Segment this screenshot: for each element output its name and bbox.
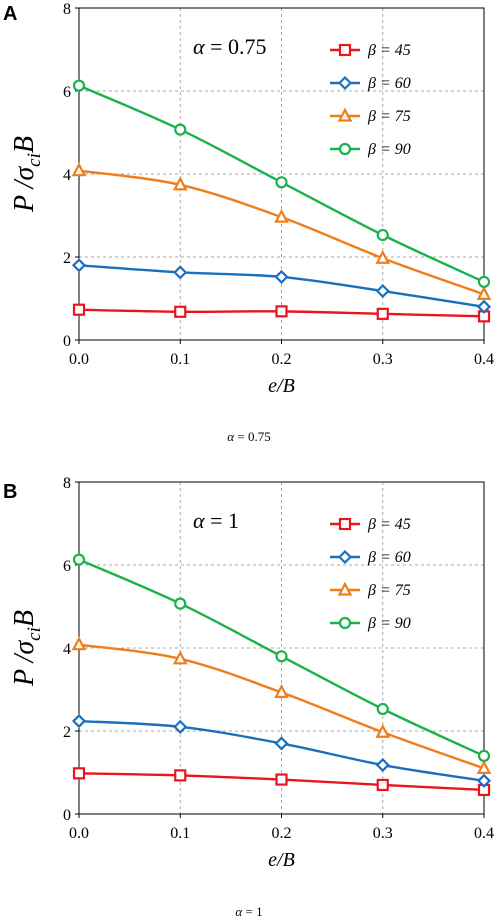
x-tick-label: 0.0 [69,825,89,842]
y-tick-label: 4 [63,641,71,658]
data-point [72,303,86,316]
series-60 [71,713,492,788]
y-tick-label: 8 [63,1,71,18]
data-point [275,773,288,786]
data-point [174,123,187,136]
legend-marker [337,107,353,122]
data-point [376,228,389,242]
legend-label: β = 45 [367,42,411,59]
data-point [173,265,188,280]
data-point [275,305,288,318]
panel-label: B [3,481,17,503]
data-point [71,258,87,273]
data-point [72,79,86,92]
legend-marker [337,549,353,565]
legend-marker [338,616,352,630]
x-axis-title: e/B [268,375,295,397]
y-tick-label: 6 [63,558,71,575]
y-tick-label: 8 [63,475,71,492]
figure-caption: α = 0.75 [227,429,270,444]
x-tick-label: 0.4 [474,825,494,842]
inset-label: α = 1 [193,508,239,533]
legend-label: β = 45 [367,516,411,533]
data-point [376,307,389,320]
data-point [476,759,492,774]
legend-label: β = 90 [367,615,411,632]
legend-label: β = 60 [367,75,411,92]
series-75 [71,162,492,300]
data-point [173,719,188,734]
data-point [72,767,86,780]
data-point [476,299,492,314]
y-axis-title: P /σciB [9,610,45,687]
data-point [375,757,390,773]
data-point [476,285,492,300]
legend-marker [337,581,353,596]
data-point [172,650,188,665]
data-point [172,176,188,191]
x-tick-label: 0.3 [373,351,393,368]
data-point [72,553,86,566]
x-tick-label: 0.3 [373,825,393,842]
data-point [71,162,87,177]
data-point [274,736,289,751]
legend-marker [337,75,353,91]
y-axis-title: P /σciB [9,136,45,213]
data-point [375,249,391,264]
series-45 [72,303,491,323]
y-tick-label: 4 [63,167,71,184]
data-point [174,305,187,318]
y-tick-label: 0 [63,333,71,350]
data-point [274,684,289,699]
y-tick-label: 6 [63,84,71,101]
chart-panel-a: A 0 2 4 6 8 0.0 0.1 0.2 0.3 0.4 e/B P /σciB α = 0.75 β… [3,1,494,444]
inset-label: α = 0.75 [193,34,266,59]
panel-label: A [3,3,17,25]
x-tick-label: 0.1 [170,351,190,368]
data-point [174,769,187,782]
data-point [174,597,187,610]
y-tick-label: 2 [63,250,71,267]
data-point [477,275,491,288]
y-tick-label: 2 [63,724,71,741]
x-tick-label: 0.2 [272,825,292,842]
x-tick-label: 0.4 [474,351,494,368]
figure-caption: α = 1 [235,904,262,918]
data-point [375,723,391,738]
legend-marker [338,43,352,57]
legend-label: β = 60 [367,549,411,566]
series-75 [71,636,492,774]
legend-marker [338,142,352,156]
data-point [274,208,289,223]
data-point [71,713,87,729]
data-point [476,773,492,788]
data-point [274,269,289,284]
legend-label: β = 75 [367,582,411,599]
x-axis-title: e/B [268,849,295,871]
data-point [375,283,390,299]
legend-label: β = 90 [367,141,411,158]
legend-marker [338,517,352,531]
data-point [376,778,389,792]
series-90 [72,553,491,763]
chart-panel-b: B 0 2 4 6 8 0.0 0.1 0.2 0.3 0.4 e/B P /σciB α = 1 β = … [3,475,494,918]
x-tick-label: 0.2 [272,351,292,368]
data-point [275,650,288,663]
y-tick-label: 0 [63,807,71,824]
x-tick-label: 0.0 [69,351,89,368]
data-point [71,636,87,651]
data-point [376,702,389,716]
data-point [275,176,288,189]
series-90 [72,79,491,288]
data-point [477,749,491,763]
x-tick-label: 0.1 [170,825,190,842]
legend-label: β = 75 [367,108,411,125]
series-60 [71,258,492,314]
